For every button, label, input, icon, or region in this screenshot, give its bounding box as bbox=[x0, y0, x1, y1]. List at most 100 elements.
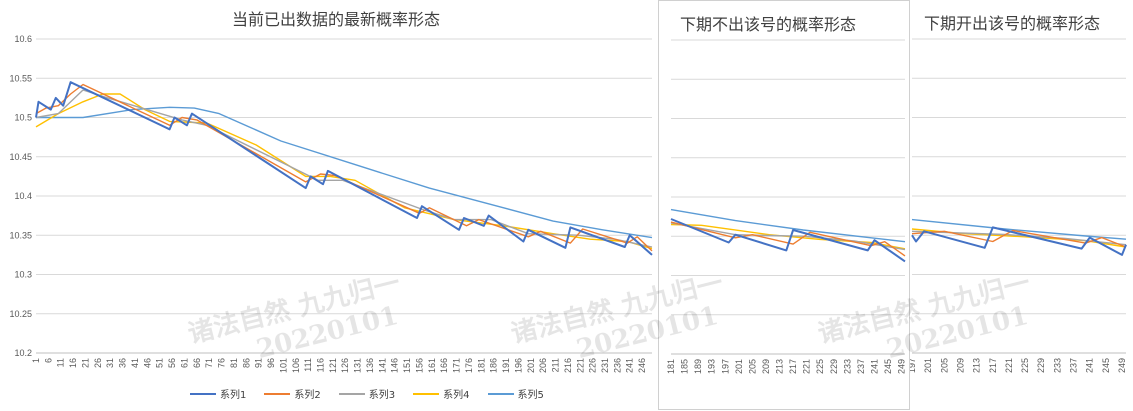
x-tick-label: 249 bbox=[897, 359, 907, 374]
x-tick-label: 245 bbox=[1101, 358, 1111, 373]
chart-title: 当前已出数据的最新概率形态 bbox=[232, 10, 441, 29]
legend-label: 系列4 bbox=[443, 390, 470, 401]
legend-swatch bbox=[264, 392, 291, 395]
legend-item: 系列3 bbox=[338, 386, 396, 401]
series-line-5 bbox=[670, 208, 906, 243]
x-tick-label: 225 bbox=[815, 359, 825, 374]
x-tick-label: 106 bbox=[291, 358, 301, 373]
x-tick-label: 131 bbox=[353, 358, 363, 373]
x-tick-label: 51 bbox=[155, 358, 165, 368]
x-tick-label: 237 bbox=[1069, 358, 1079, 373]
x-tick-label: 241 bbox=[625, 358, 635, 373]
x-tick-label: 201 bbox=[526, 358, 536, 373]
x-tick-label: 231 bbox=[600, 358, 610, 373]
legend-item: 系列5 bbox=[487, 386, 544, 401]
x-tick-label: 31 bbox=[105, 358, 115, 368]
line-chart-drawn: 197 201 205 209 213 217 221 225 229 233 237 241 245 2… bbox=[910, 38, 1127, 373]
x-tick-label: 116 bbox=[315, 358, 325, 372]
x-tick-label: 176 bbox=[464, 358, 474, 373]
x-tick-label: 209 bbox=[761, 359, 771, 374]
x-tick-label: 56 bbox=[167, 358, 177, 368]
x-tick-label: 41 bbox=[130, 358, 140, 368]
x-tick-label: 193 bbox=[707, 359, 717, 374]
line-chart-current: 10.2 10.25 10.3 10.35 10.4 10.45 10.5 10.55 10.6… bbox=[9, 34, 653, 373]
series-line-2 bbox=[35, 83, 653, 252]
x-tick-label: 111 bbox=[303, 358, 313, 372]
x-tick-label: 181 bbox=[476, 358, 486, 373]
x-tick-label: 225 bbox=[1020, 358, 1030, 373]
x-tick-label: 201 bbox=[923, 358, 933, 373]
x-tick-label: 156 bbox=[414, 358, 424, 373]
series-line-2 bbox=[670, 221, 906, 257]
x-tick-label: 233 bbox=[1052, 358, 1062, 373]
y-tick-label: 10.55 bbox=[9, 73, 32, 83]
x-tick-label: 126 bbox=[340, 358, 350, 373]
x-tick-label: 221 bbox=[1004, 358, 1014, 373]
chart-panel-not-drawn: 下期不出该号的概率形态 181 185 189 193 197 201 205 209 213 2… bbox=[658, 0, 910, 410]
x-tick-label: 197 bbox=[910, 358, 917, 373]
x-tick-label: 136 bbox=[365, 358, 375, 373]
x-tick-label: 229 bbox=[1036, 358, 1046, 373]
y-tick-label: 10.45 bbox=[9, 152, 32, 162]
legend-label: 系列3 bbox=[368, 390, 396, 401]
x-tick-label: 205 bbox=[939, 358, 949, 373]
x-tick-label: 226 bbox=[588, 358, 598, 373]
x-tick-label: 213 bbox=[775, 359, 785, 374]
x-tick-label: 246 bbox=[637, 358, 647, 373]
x-tick-label: 217 bbox=[988, 358, 998, 373]
legend-swatch bbox=[413, 392, 440, 395]
y-tick-label: 10.6 bbox=[14, 34, 32, 44]
series-line-3 bbox=[35, 89, 653, 248]
x-tick-label: 146 bbox=[390, 358, 400, 373]
x-tick-label: 121 bbox=[328, 358, 338, 373]
legend-item: 系列4 bbox=[413, 386, 470, 401]
x-tick-label: 216 bbox=[563, 358, 573, 373]
x-tick-label: 86 bbox=[241, 358, 251, 368]
x-tick-label: 221 bbox=[575, 358, 585, 373]
series-line-2 bbox=[911, 229, 1127, 248]
y-tick-label: 10.4 bbox=[14, 191, 32, 201]
x-tick-label: 6 bbox=[43, 358, 53, 363]
x-tick-label: 81 bbox=[229, 358, 239, 368]
x-tick-label: 237 bbox=[856, 359, 866, 374]
chart-legend: 系列1 系列2 系列3 系列4 系列5 bbox=[190, 386, 544, 401]
legend-label: 系列1 bbox=[220, 390, 247, 401]
x-tick-label: 241 bbox=[869, 359, 879, 374]
x-tick-label: 61 bbox=[179, 358, 189, 368]
x-tick-label: 206 bbox=[538, 358, 548, 373]
chart-panel-drawn: 下期开出该号的概率形态 197 201 205 209 213 217 221 225 229 2… bbox=[910, 0, 1133, 410]
x-tick-label: 213 bbox=[972, 358, 982, 373]
x-tick-label: 16 bbox=[68, 358, 78, 368]
series-line-1 bbox=[670, 218, 906, 263]
x-tick-label: 217 bbox=[788, 359, 798, 374]
y-tick-label: 10.5 bbox=[14, 113, 32, 123]
x-tick-label: 185 bbox=[680, 359, 690, 374]
x-tick-label: 161 bbox=[427, 358, 437, 373]
x-tick-label: 189 bbox=[693, 359, 703, 374]
x-tick-label: 21 bbox=[80, 358, 90, 368]
legend-swatch bbox=[338, 392, 365, 395]
x-tick-label: 166 bbox=[439, 358, 449, 373]
legend-label: 系列5 bbox=[517, 390, 544, 401]
x-tick-label: 236 bbox=[612, 358, 622, 373]
legend-label: 系列2 bbox=[294, 390, 321, 401]
x-tick-label: 1 bbox=[31, 358, 41, 363]
x-tick-label: 181 bbox=[666, 359, 676, 374]
y-tick-label: 10.35 bbox=[9, 230, 32, 240]
x-tick-label: 101 bbox=[278, 358, 288, 373]
x-tick-label: 96 bbox=[266, 358, 276, 368]
x-tick-label: 241 bbox=[1085, 358, 1095, 373]
x-tick-label: 196 bbox=[513, 358, 523, 373]
x-tick-label: 233 bbox=[842, 359, 852, 374]
x-tick-label: 171 bbox=[452, 358, 462, 373]
series-line-1 bbox=[35, 81, 653, 256]
x-tick-label: 191 bbox=[501, 358, 511, 373]
x-tick-label: 71 bbox=[204, 358, 214, 368]
x-tick-label: 76 bbox=[217, 358, 227, 368]
x-tick-label: 186 bbox=[489, 358, 499, 373]
chart-panel-current: 当前已出数据的最新概率形态 10.2 10.25 10.3 10.35 10.4 10.4… bbox=[9, 10, 653, 401]
x-tick-label: 197 bbox=[720, 359, 730, 374]
x-tick-label: 91 bbox=[254, 358, 264, 368]
x-tick-label: 249 bbox=[1117, 358, 1127, 373]
x-tick-label: 46 bbox=[142, 358, 152, 368]
